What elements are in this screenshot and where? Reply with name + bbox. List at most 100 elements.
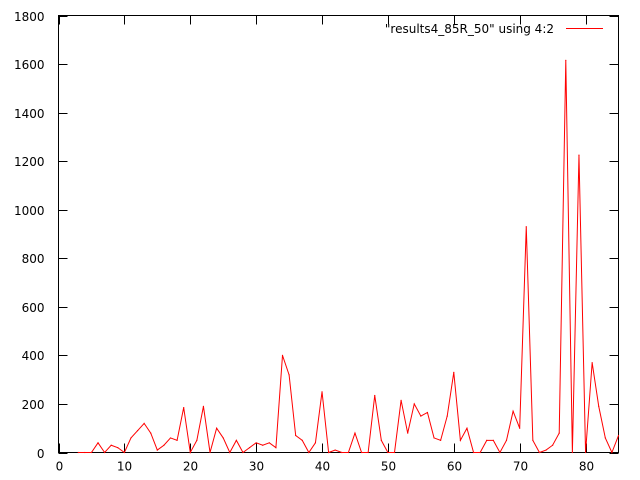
data-point <box>104 451 106 454</box>
data-point <box>90 451 93 454</box>
data-point <box>453 371 455 373</box>
data-point <box>222 437 224 439</box>
x-tick-label: 70 <box>513 460 528 474</box>
data-point <box>354 432 356 434</box>
data-point <box>532 439 534 441</box>
data-point <box>512 410 514 412</box>
data-point <box>281 354 284 356</box>
y-tick-label: 1800 <box>14 10 45 24</box>
series-layer <box>77 59 620 455</box>
data-point <box>420 415 422 417</box>
data-point <box>321 391 323 393</box>
data-point <box>130 437 132 439</box>
data-point <box>466 427 468 429</box>
data-point <box>433 437 435 439</box>
data-point <box>341 451 343 454</box>
data-point <box>262 444 264 446</box>
data-point <box>235 439 237 441</box>
data-point <box>150 432 152 434</box>
data-point <box>84 451 86 454</box>
data-point <box>183 406 185 409</box>
data-point <box>229 451 231 454</box>
data-point <box>169 437 172 439</box>
data-point <box>77 451 79 454</box>
data-point <box>565 59 567 62</box>
data-point <box>288 374 290 376</box>
data-point <box>584 451 587 454</box>
legend: "results4_85R_50" using 4:2 <box>385 22 603 36</box>
data-point <box>136 430 139 432</box>
data-point <box>255 442 257 444</box>
data-point <box>426 411 429 414</box>
data-point <box>202 405 205 407</box>
data-point <box>598 405 600 407</box>
data-point <box>216 427 218 429</box>
data-point <box>459 439 461 441</box>
y-tick-label: 600 <box>22 301 45 315</box>
data-point <box>334 449 336 451</box>
data-point <box>591 362 593 364</box>
y-tick-label: 1600 <box>14 58 45 72</box>
data-point <box>558 432 560 434</box>
data-point <box>492 439 494 441</box>
data-point <box>393 451 396 454</box>
data-point <box>446 415 448 417</box>
x-tick-label: 50 <box>381 460 396 474</box>
data-point <box>295 434 297 437</box>
data-point <box>611 451 613 454</box>
data-point <box>400 399 402 401</box>
data-point <box>308 451 310 454</box>
data-point <box>486 439 488 441</box>
data-point <box>268 442 270 444</box>
data-point <box>413 403 415 405</box>
data-point <box>505 439 508 441</box>
data-point <box>604 437 606 439</box>
data-point <box>552 444 554 446</box>
data-point <box>538 451 541 454</box>
data-point <box>176 439 178 441</box>
data-point <box>123 451 125 454</box>
y-tick-label: 0 <box>37 447 45 461</box>
y-tick-label: 800 <box>22 252 45 266</box>
data-point <box>156 449 158 451</box>
data-point <box>380 439 382 441</box>
data-point <box>407 432 409 434</box>
data-point <box>328 451 330 454</box>
x-tick-label: 10 <box>117 460 132 474</box>
plot-frame <box>58 15 619 453</box>
y-tick-label: 1400 <box>14 107 45 121</box>
data-point <box>143 422 145 424</box>
data-point <box>301 439 303 441</box>
data-point <box>209 451 211 454</box>
data-point <box>525 226 527 228</box>
data-point <box>440 439 442 441</box>
data-point <box>163 444 165 446</box>
x-tick-label: 20 <box>183 460 198 474</box>
y-tick-label: 200 <box>22 398 45 412</box>
data-point <box>519 427 521 429</box>
data-point <box>578 154 580 156</box>
x-tick-label: 60 <box>447 460 462 474</box>
data-point <box>367 451 369 454</box>
data-point <box>617 434 620 437</box>
y-tick-label: 1000 <box>14 204 45 218</box>
data-point <box>499 451 501 454</box>
x-tick-label: 40 <box>315 460 330 474</box>
data-point <box>275 447 277 449</box>
data-point <box>571 451 573 454</box>
data-point <box>110 444 112 446</box>
y-axis: 0 200 400 600 800 1000 1200 1400 1600 1800 <box>14 10 619 461</box>
legend-label: "results4_85R_50" using 4:2 <box>385 22 554 36</box>
data-point <box>360 451 363 454</box>
series-line <box>78 60 619 455</box>
data-point <box>387 451 389 454</box>
data-point <box>196 439 198 441</box>
x-tick-label: 30 <box>249 460 264 474</box>
data-point <box>117 447 119 449</box>
data-point <box>189 451 191 454</box>
data-point <box>545 449 547 451</box>
data-point <box>374 394 376 397</box>
x-tick-label: 80 <box>579 460 594 474</box>
x-tick-label: 0 <box>56 460 64 474</box>
